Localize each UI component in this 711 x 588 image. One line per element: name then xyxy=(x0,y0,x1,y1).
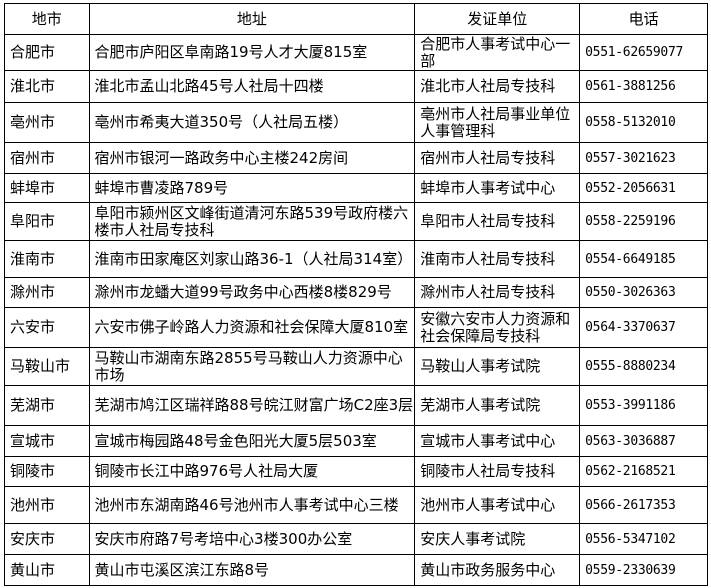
cell-issuer: 滁州市人社局专技科 xyxy=(414,277,581,308)
cell-issuer: 铜陵市人社局专技科 xyxy=(414,456,581,487)
table-row: 蚌埠市 蚌埠市曹凌路789号 蚌埠市人事考试中心 0552-2056631 xyxy=(4,173,708,203)
cell-issuer: 宿州市人社局专技科 xyxy=(414,142,581,174)
table-row: 亳州市 亳州市希夷大道350号（人社局五楼） 亳州市人社局事业单位人事管理科 0558… xyxy=(4,102,708,143)
table-row: 淮北市 淮北市孟山北路45号人社局十四楼 淮北市人社局专技科 0561-3881256 xyxy=(4,70,708,103)
cell-phone: 0550-3026363 xyxy=(579,277,708,308)
cell-city: 六安市 xyxy=(4,307,90,348)
cell-phone: 0555-8880234 xyxy=(579,347,708,386)
cell-address: 芜湖市鸠江区瑞祥路88号皖江财富广场C2座3层 xyxy=(88,385,416,426)
cell-address: 宿州市银河一路政务中心主楼242房间 xyxy=(88,142,416,174)
cell-address: 淮北市孟山北路45号人社局十四楼 xyxy=(88,70,416,103)
header-issuer: 发证单位 xyxy=(414,3,581,35)
cell-phone: 0562-2168521 xyxy=(579,456,708,487)
cell-phone: 0556-5347102 xyxy=(579,523,708,555)
cell-address: 亳州市希夷大道350号（人社局五楼） xyxy=(88,102,416,143)
cell-phone: 0558-5132010 xyxy=(579,102,708,143)
cell-city: 合肥市 xyxy=(4,34,90,71)
cell-city: 安庆市 xyxy=(4,523,90,555)
cell-city: 阜阳市 xyxy=(4,202,90,241)
cell-phone: 0557-3021623 xyxy=(579,142,708,174)
cell-issuer: 安庆人事考试院 xyxy=(414,523,581,555)
header-city: 地市 xyxy=(4,3,90,35)
cell-address: 池州市东湖南路46号池州市人事考试中心三楼 xyxy=(88,486,416,524)
cell-phone: 0551-62659077 xyxy=(579,34,708,71)
cell-city: 淮南市 xyxy=(4,240,90,278)
cell-phone: 0552-2056631 xyxy=(579,173,708,203)
cell-issuer: 安徽六安市人力资源和社会保障局专技科 xyxy=(414,307,581,348)
cell-city: 亳州市 xyxy=(4,102,90,143)
cell-phone: 0553-3991186 xyxy=(579,385,708,426)
cell-issuer: 芜湖市人事考试院 xyxy=(414,385,581,426)
cell-city: 黄山市 xyxy=(4,554,90,586)
cell-issuer: 亳州市人社局事业单位人事管理科 xyxy=(414,102,581,143)
table-row: 淮南市 淮南市田家庵区刘家山路36-1（人社局314室） 淮南市人社局专技科 0554… xyxy=(4,240,708,278)
table-row: 滁州市 滁州市龙蟠大道99号政务中心西楼8楼829号 滁州市人社局专技科 0550-3… xyxy=(4,277,708,308)
cell-city: 蚌埠市 xyxy=(4,173,90,203)
cell-issuer: 合肥市人事考试中心一部 xyxy=(414,34,581,71)
cell-phone: 0563-3036887 xyxy=(579,425,708,457)
table-row: 宿州市 宿州市银河一路政务中心主楼242房间 宿州市人社局专技科 0557-30216… xyxy=(4,142,708,174)
cell-issuer: 池州市人事考试中心 xyxy=(414,486,581,524)
table-row: 池州市 池州市东湖南路46号池州市人事考试中心三楼 池州市人事考试中心 0566-26… xyxy=(4,486,708,524)
cell-phone: 0566-2617353 xyxy=(579,486,708,524)
cell-address: 蚌埠市曹凌路789号 xyxy=(88,173,416,203)
cell-address: 淮南市田家庵区刘家山路36-1（人社局314室） xyxy=(88,240,416,278)
cell-address: 阜阳市颍州区文峰街道清河东路539号政府楼六楼市人社局专技科 xyxy=(88,202,416,241)
cell-phone: 0554-6649185 xyxy=(579,240,708,278)
cell-phone: 0559-2330639 xyxy=(579,554,708,586)
table-header-row: 地市 地址 发证单位 电话 xyxy=(4,3,708,35)
cell-issuer: 蚌埠市人事考试中心 xyxy=(414,173,581,203)
cell-city: 滁州市 xyxy=(4,277,90,308)
table-row: 安庆市 安庆市府路7号考培中心3楼300办公室 安庆人事考试院 0556-534710… xyxy=(4,523,708,555)
cell-address: 铜陵市长江中路976号人社局大厦 xyxy=(88,456,416,487)
cell-address: 黄山市屯溪区滨江东路8号 xyxy=(88,554,416,586)
table-row: 芜湖市 芜湖市鸠江区瑞祥路88号皖江财富广场C2座3层 芜湖市人事考试院 0553-3… xyxy=(4,385,708,426)
table-row: 马鞍山市 马鞍山市湖南东路2855号马鞍山人力资源中心市场 马鞍山人事考试院 0555… xyxy=(4,347,708,386)
cell-issuer: 淮北市人社局专技科 xyxy=(414,70,581,103)
cell-phone: 0561-3881256 xyxy=(579,70,708,103)
cell-address: 六安市佛子岭路人力资源和社会保障大厦810室 xyxy=(88,307,416,348)
header-phone: 电话 xyxy=(579,3,708,35)
cell-address: 合肥市庐阳区阜南路19号人才大厦815室 xyxy=(88,34,416,71)
cell-phone: 0558-2259196 xyxy=(579,202,708,241)
cell-address: 滁州市龙蟠大道99号政务中心西楼8楼829号 xyxy=(88,277,416,308)
cell-address: 宣城市梅园路48号金色阳光大厦5层503室 xyxy=(88,425,416,457)
cell-issuer: 宣城市人事考试中心 xyxy=(414,425,581,457)
cell-city: 宣城市 xyxy=(4,425,90,457)
certificate-office-table: 地市 地址 发证单位 电话 合肥市 合肥市庐阳区阜南路19号人才大厦815室 合肥市… xyxy=(4,3,708,586)
cell-address: 安庆市府路7号考培中心3楼300办公室 xyxy=(88,523,416,555)
table-row: 铜陵市 铜陵市长江中路976号人社局大厦 铜陵市人社局专技科 0562-2168521 xyxy=(4,456,708,487)
cell-city: 淮北市 xyxy=(4,70,90,103)
header-address: 地址 xyxy=(88,3,416,35)
cell-city: 芜湖市 xyxy=(4,385,90,426)
cell-issuer: 阜阳市人社局专技科 xyxy=(414,202,581,241)
table-row: 宣城市 宣城市梅园路48号金色阳光大厦5层503室 宣城市人事考试中心 0563-30… xyxy=(4,425,708,457)
table-row: 六安市 六安市佛子岭路人力资源和社会保障大厦810室 安徽六安市人力资源和社会保障局… xyxy=(4,307,708,348)
cell-issuer: 淮南市人社局专技科 xyxy=(414,240,581,278)
cell-city: 宿州市 xyxy=(4,142,90,174)
table-row: 阜阳市 阜阳市颍州区文峰街道清河东路539号政府楼六楼市人社局专技科 阜阳市人社局专… xyxy=(4,202,708,241)
cell-issuer: 黄山市政务服务中心 xyxy=(414,554,581,586)
table-row: 合肥市 合肥市庐阳区阜南路19号人才大厦815室 合肥市人事考试中心一部 0551-6… xyxy=(4,34,708,71)
table-row: 黄山市 黄山市屯溪区滨江东路8号 黄山市政务服务中心 0559-2330639 xyxy=(4,554,708,586)
cell-city: 马鞍山市 xyxy=(4,347,90,386)
cell-phone: 0564-3370637 xyxy=(579,307,708,348)
cell-address: 马鞍山市湖南东路2855号马鞍山人力资源中心市场 xyxy=(88,347,416,386)
cell-issuer: 马鞍山人事考试院 xyxy=(414,347,581,386)
cell-city: 铜陵市 xyxy=(4,456,90,487)
cell-city: 池州市 xyxy=(4,486,90,524)
